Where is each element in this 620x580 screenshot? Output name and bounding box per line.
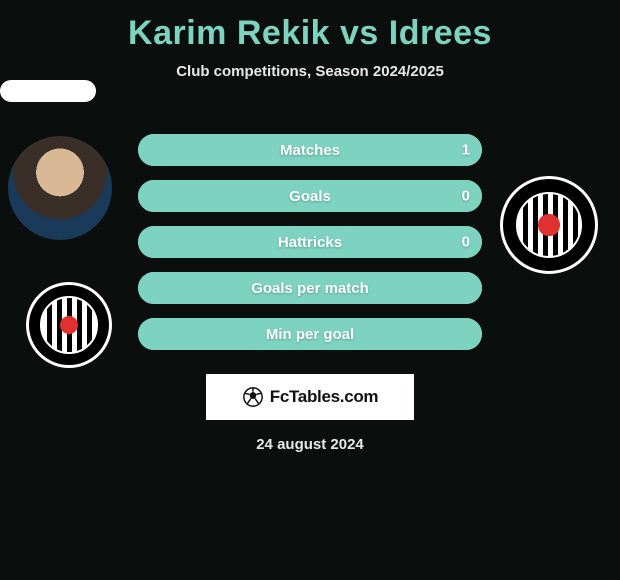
- stat-label: Min per goal: [266, 326, 354, 343]
- stat-label: Goals per match: [251, 280, 369, 297]
- player-left-photo: [8, 136, 112, 240]
- stat-pill: Goals per match: [138, 272, 482, 304]
- stat-pill: Matches 1: [138, 134, 482, 166]
- stat-row-mpg: Min per goal: [138, 318, 482, 350]
- stat-right-value: 1: [462, 142, 470, 159]
- stat-pill: Goals 0: [138, 180, 482, 212]
- club-badge-left: [26, 282, 112, 368]
- stat-row-goals: Goals 0: [138, 180, 482, 212]
- stat-label: Goals: [289, 188, 331, 205]
- soccer-ball-icon: [242, 386, 264, 408]
- branding-label: FcTables.com: [270, 387, 379, 407]
- stat-pill: Hattricks 0: [138, 226, 482, 258]
- stats-container: Matches 1 Goals 0 Hattricks 0 Goals per …: [138, 134, 482, 350]
- stat-row-hattricks: Hattricks 0: [138, 226, 482, 258]
- club-badge-right-inner: [516, 192, 582, 258]
- stat-label: Hattricks: [278, 234, 342, 251]
- branding-panel: FcTables.com: [206, 374, 414, 420]
- page-subtitle: Club competitions, Season 2024/2025: [0, 63, 620, 80]
- stat-pill: Min per goal: [138, 318, 482, 350]
- player-right-photo: [0, 80, 96, 102]
- stat-right-value: 0: [462, 234, 470, 251]
- player-left-face: [8, 136, 112, 240]
- club-badge-left-inner: [40, 296, 98, 354]
- stat-label: Matches: [280, 142, 340, 159]
- club-badge-right: [500, 176, 598, 274]
- stat-row-gpm: Goals per match: [138, 272, 482, 304]
- stat-row-matches: Matches 1: [138, 134, 482, 166]
- page-title: Karim Rekik vs Idrees: [0, 0, 620, 53]
- stat-right-value: 0: [462, 188, 470, 205]
- date-label: 24 august 2024: [0, 436, 620, 453]
